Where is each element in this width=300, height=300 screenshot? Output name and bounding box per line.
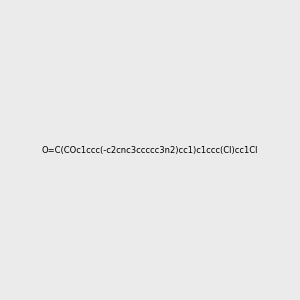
Text: O=C(COc1ccc(-c2cnc3ccccc3n2)cc1)c1ccc(Cl)cc1Cl: O=C(COc1ccc(-c2cnc3ccccc3n2)cc1)c1ccc(Cl… bbox=[42, 146, 258, 154]
